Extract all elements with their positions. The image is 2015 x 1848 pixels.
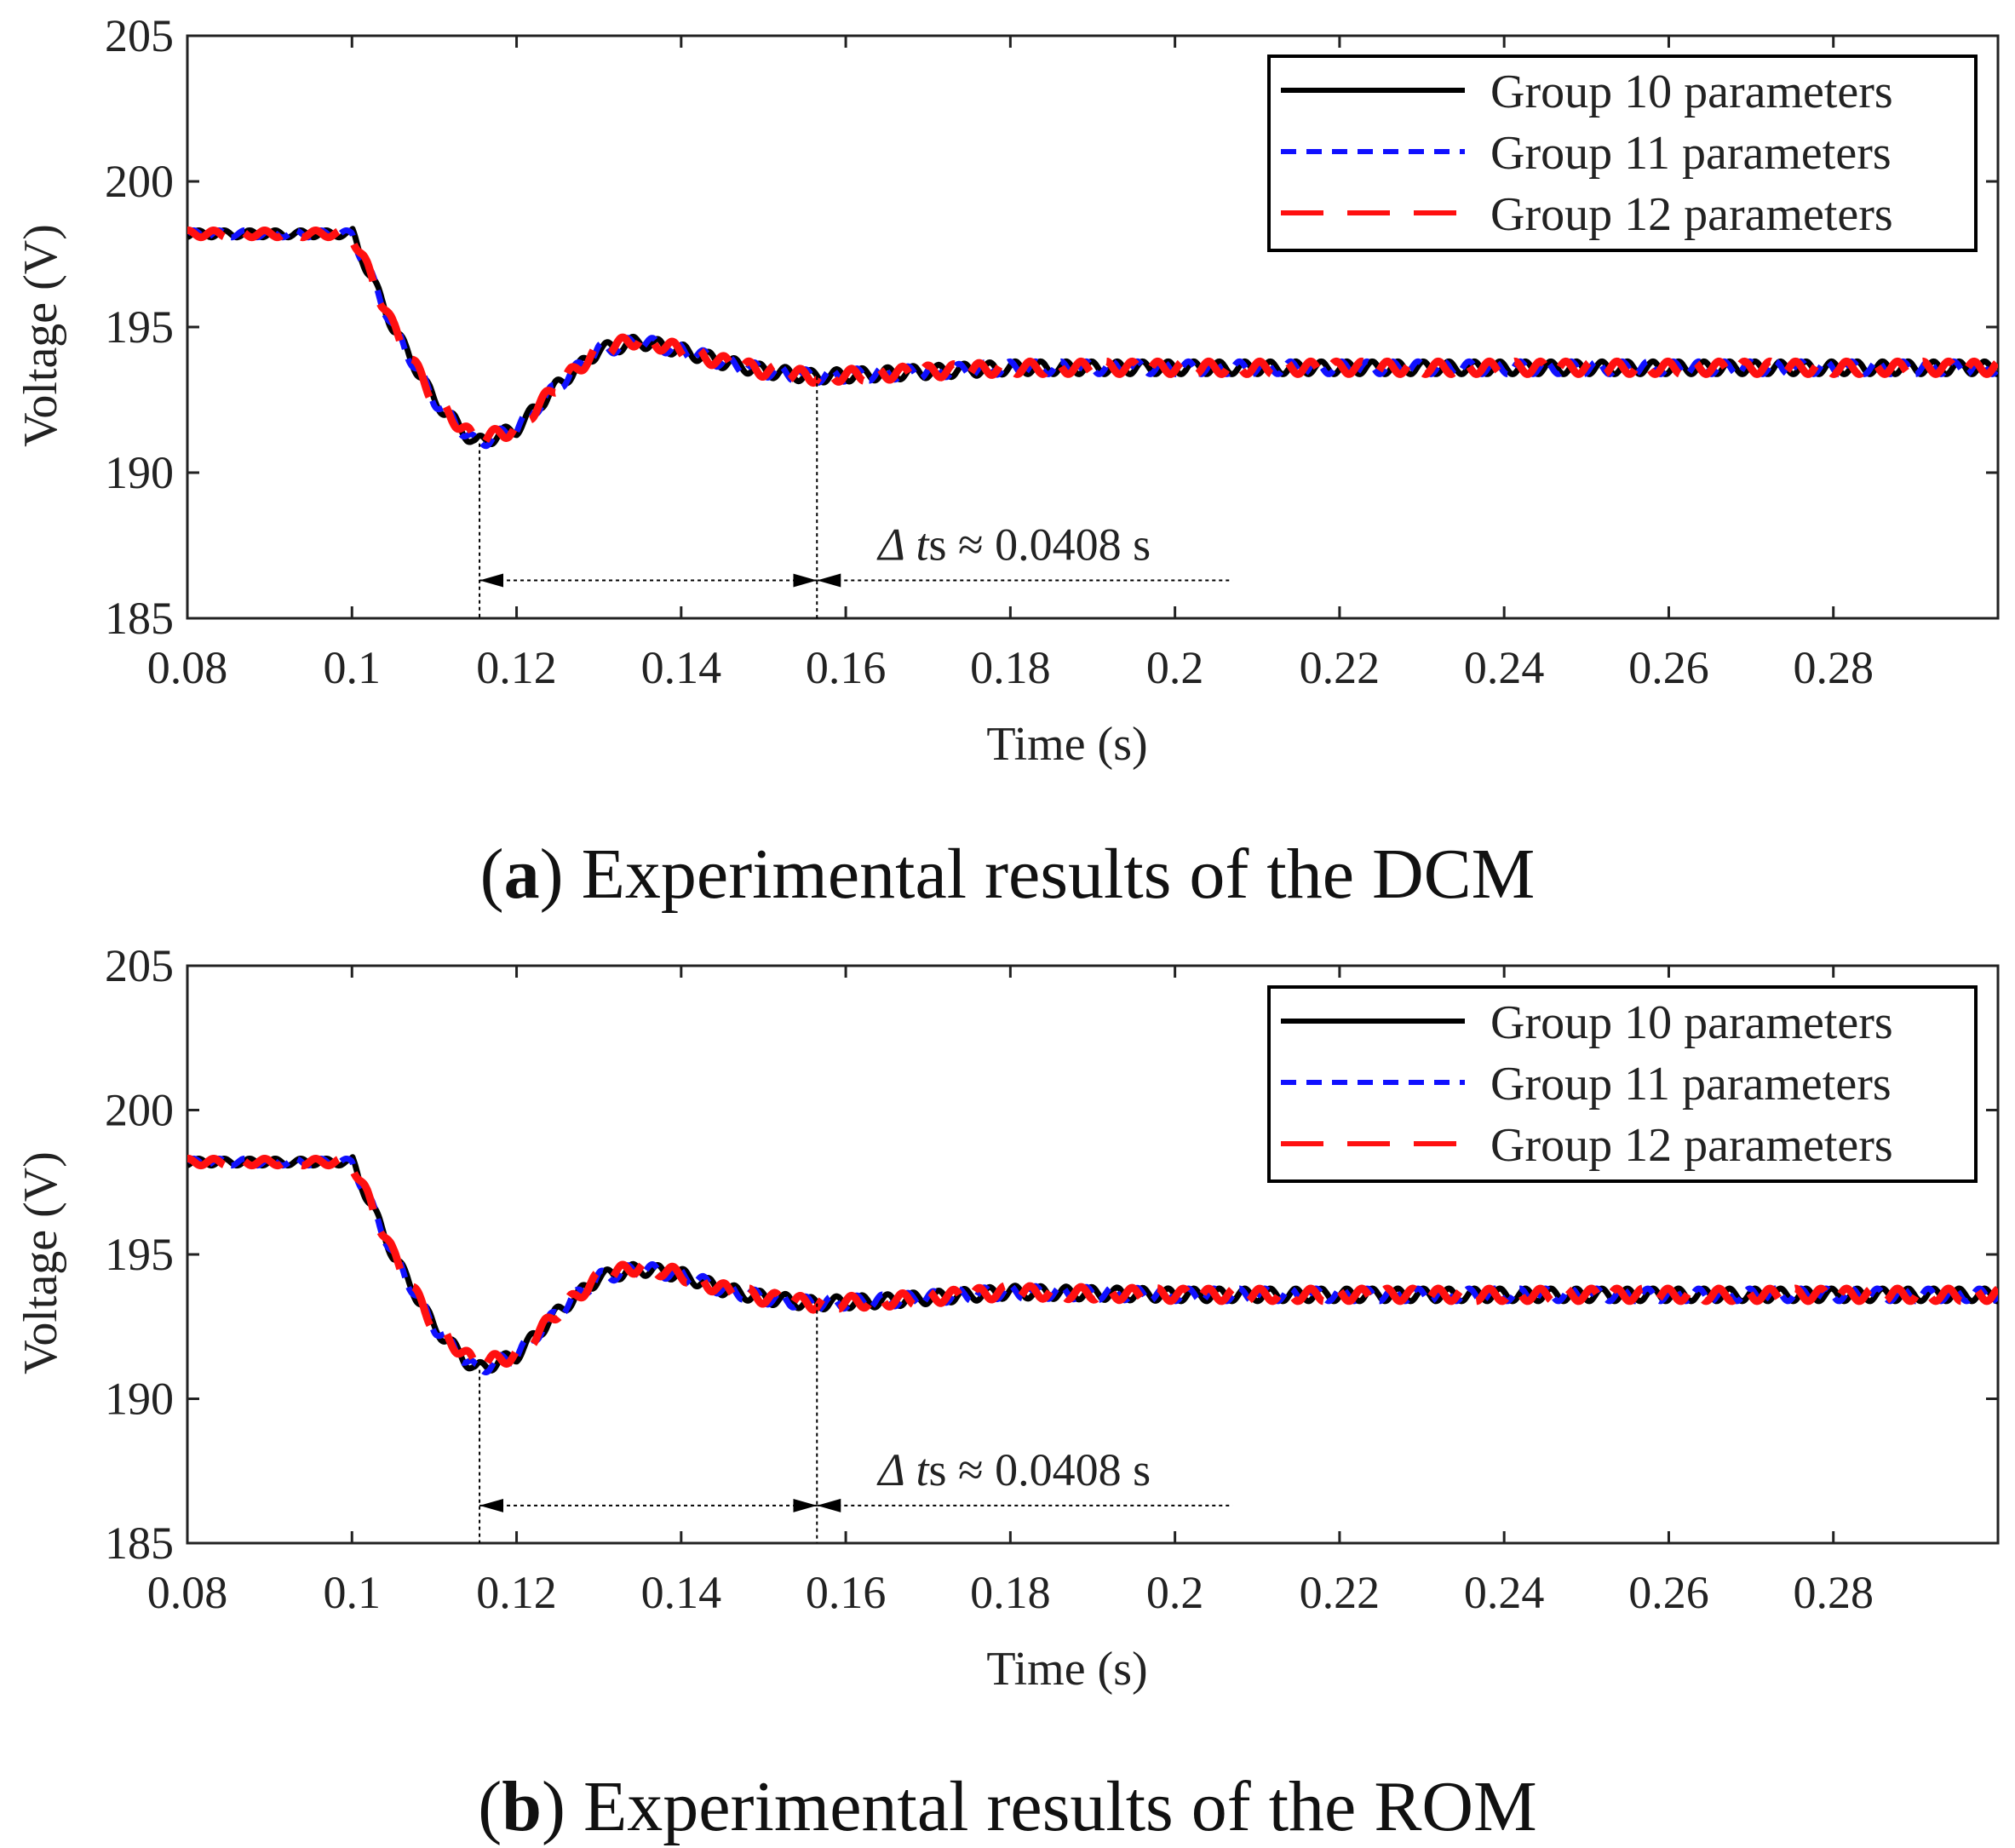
x-tick-label: 0.26	[1628, 642, 1709, 693]
series-line-1	[187, 226, 1998, 447]
caption-a-text: Experimental results of the DCM	[563, 835, 1536, 914]
caption-b-letter: b	[502, 1767, 542, 1846]
x-tick-label: 0.26	[1628, 1567, 1709, 1618]
annot-text-suffix: ≈ 0.0408 s	[947, 1444, 1151, 1495]
caption-a-letter: a	[503, 835, 540, 914]
x-tick-label: 0.24	[1464, 1567, 1545, 1618]
y-tick-label: 205	[105, 940, 174, 991]
caption-b-text: Experimental results of the ROM	[565, 1767, 1537, 1846]
annot-text-sub: s	[929, 1444, 947, 1495]
y-tick-label: 205	[105, 10, 174, 61]
x-tick-label: 0.14	[641, 1567, 722, 1618]
x-tick-label: 0.1	[324, 642, 382, 693]
x-tick-label: 0.12	[476, 642, 557, 693]
y-tick-label: 185	[105, 593, 174, 644]
legend-label-1: Group 10 parameters	[1490, 66, 1893, 118]
y-tick-label: 200	[105, 1085, 174, 1136]
x-tick-label: 0.22	[1300, 1567, 1381, 1618]
y-tick-label: 195	[105, 301, 174, 353]
x-tick-label: 0.16	[806, 642, 887, 693]
annot-text-prefix: Δ t	[876, 519, 930, 571]
annot-delta-ts-label: Δ ts ≈ 0.0408 s	[876, 519, 1151, 571]
x-tick-label: 0.18	[970, 1567, 1051, 1618]
y-axis-label: Voltage (V)	[14, 224, 67, 447]
x-tick-label: 0.14	[641, 642, 722, 693]
y-tick-label: 185	[105, 1518, 174, 1569]
x-tick-label: 0.08	[147, 642, 228, 693]
x-axis-label: Time (s)	[986, 1643, 1147, 1696]
annot-text-sub: s	[929, 519, 947, 571]
x-tick-label: 0.28	[1793, 1567, 1874, 1618]
y-axis-label: Voltage (V)	[14, 1151, 67, 1375]
x-tick-label: 0.28	[1793, 642, 1874, 693]
x-axis-label: Time (s)	[986, 718, 1147, 771]
annot-text-prefix: Δ t	[876, 1444, 930, 1495]
x-tick-label: 0.18	[970, 642, 1051, 693]
series-line-3	[187, 227, 1998, 450]
x-tick-label: 0.22	[1300, 642, 1381, 693]
x-tick-label: 0.24	[1464, 642, 1545, 693]
y-tick-label: 190	[105, 1374, 174, 1425]
series-line-1	[187, 1154, 1998, 1374]
x-tick-label: 0.08	[147, 1567, 228, 1618]
x-tick-label: 0.12	[476, 1567, 557, 1618]
series-line-2	[187, 227, 1998, 450]
x-tick-label: 0.2	[1146, 1567, 1204, 1618]
y-tick-label: 190	[105, 447, 174, 498]
legend-label-3: Group 12 parameters	[1490, 188, 1893, 241]
chart-a: 0.08 0.1 0.12 0.14 0.16 0.18 0.2 0.22 0.24 0.26 0.…	[14, 10, 2000, 771]
legend-label-1: Group 10 parameters	[1490, 996, 1893, 1049]
legend-label-3: Group 12 parameters	[1490, 1119, 1893, 1172]
y-tick-label: 200	[105, 156, 174, 207]
annot-text-suffix: ≈ 0.0408 s	[947, 519, 1151, 571]
x-tick-label: 0.2	[1146, 642, 1204, 693]
legend-label-2: Group 11 parameters	[1490, 1058, 1892, 1111]
y-tick-label: 195	[105, 1229, 174, 1280]
legend-label-2: Group 11 parameters	[1490, 127, 1892, 180]
caption-b: (b) Experimental results of the ROM	[478, 1767, 1537, 1846]
annot-delta-ts-label: Δ ts ≈ 0.0408 s	[876, 1444, 1151, 1495]
caption-a: (a) Experimental results of the DCM	[479, 835, 1536, 914]
chart-b: 0.08 0.1 0.12 0.14 0.16 0.18 0.2 0.22 0.24 0.26 0.…	[14, 940, 2000, 1696]
x-tick-label: 0.16	[806, 1567, 887, 1618]
series-line-3	[187, 1155, 1998, 1374]
series-line-2	[187, 1156, 1998, 1375]
x-tick-label: 0.1	[324, 1567, 382, 1618]
